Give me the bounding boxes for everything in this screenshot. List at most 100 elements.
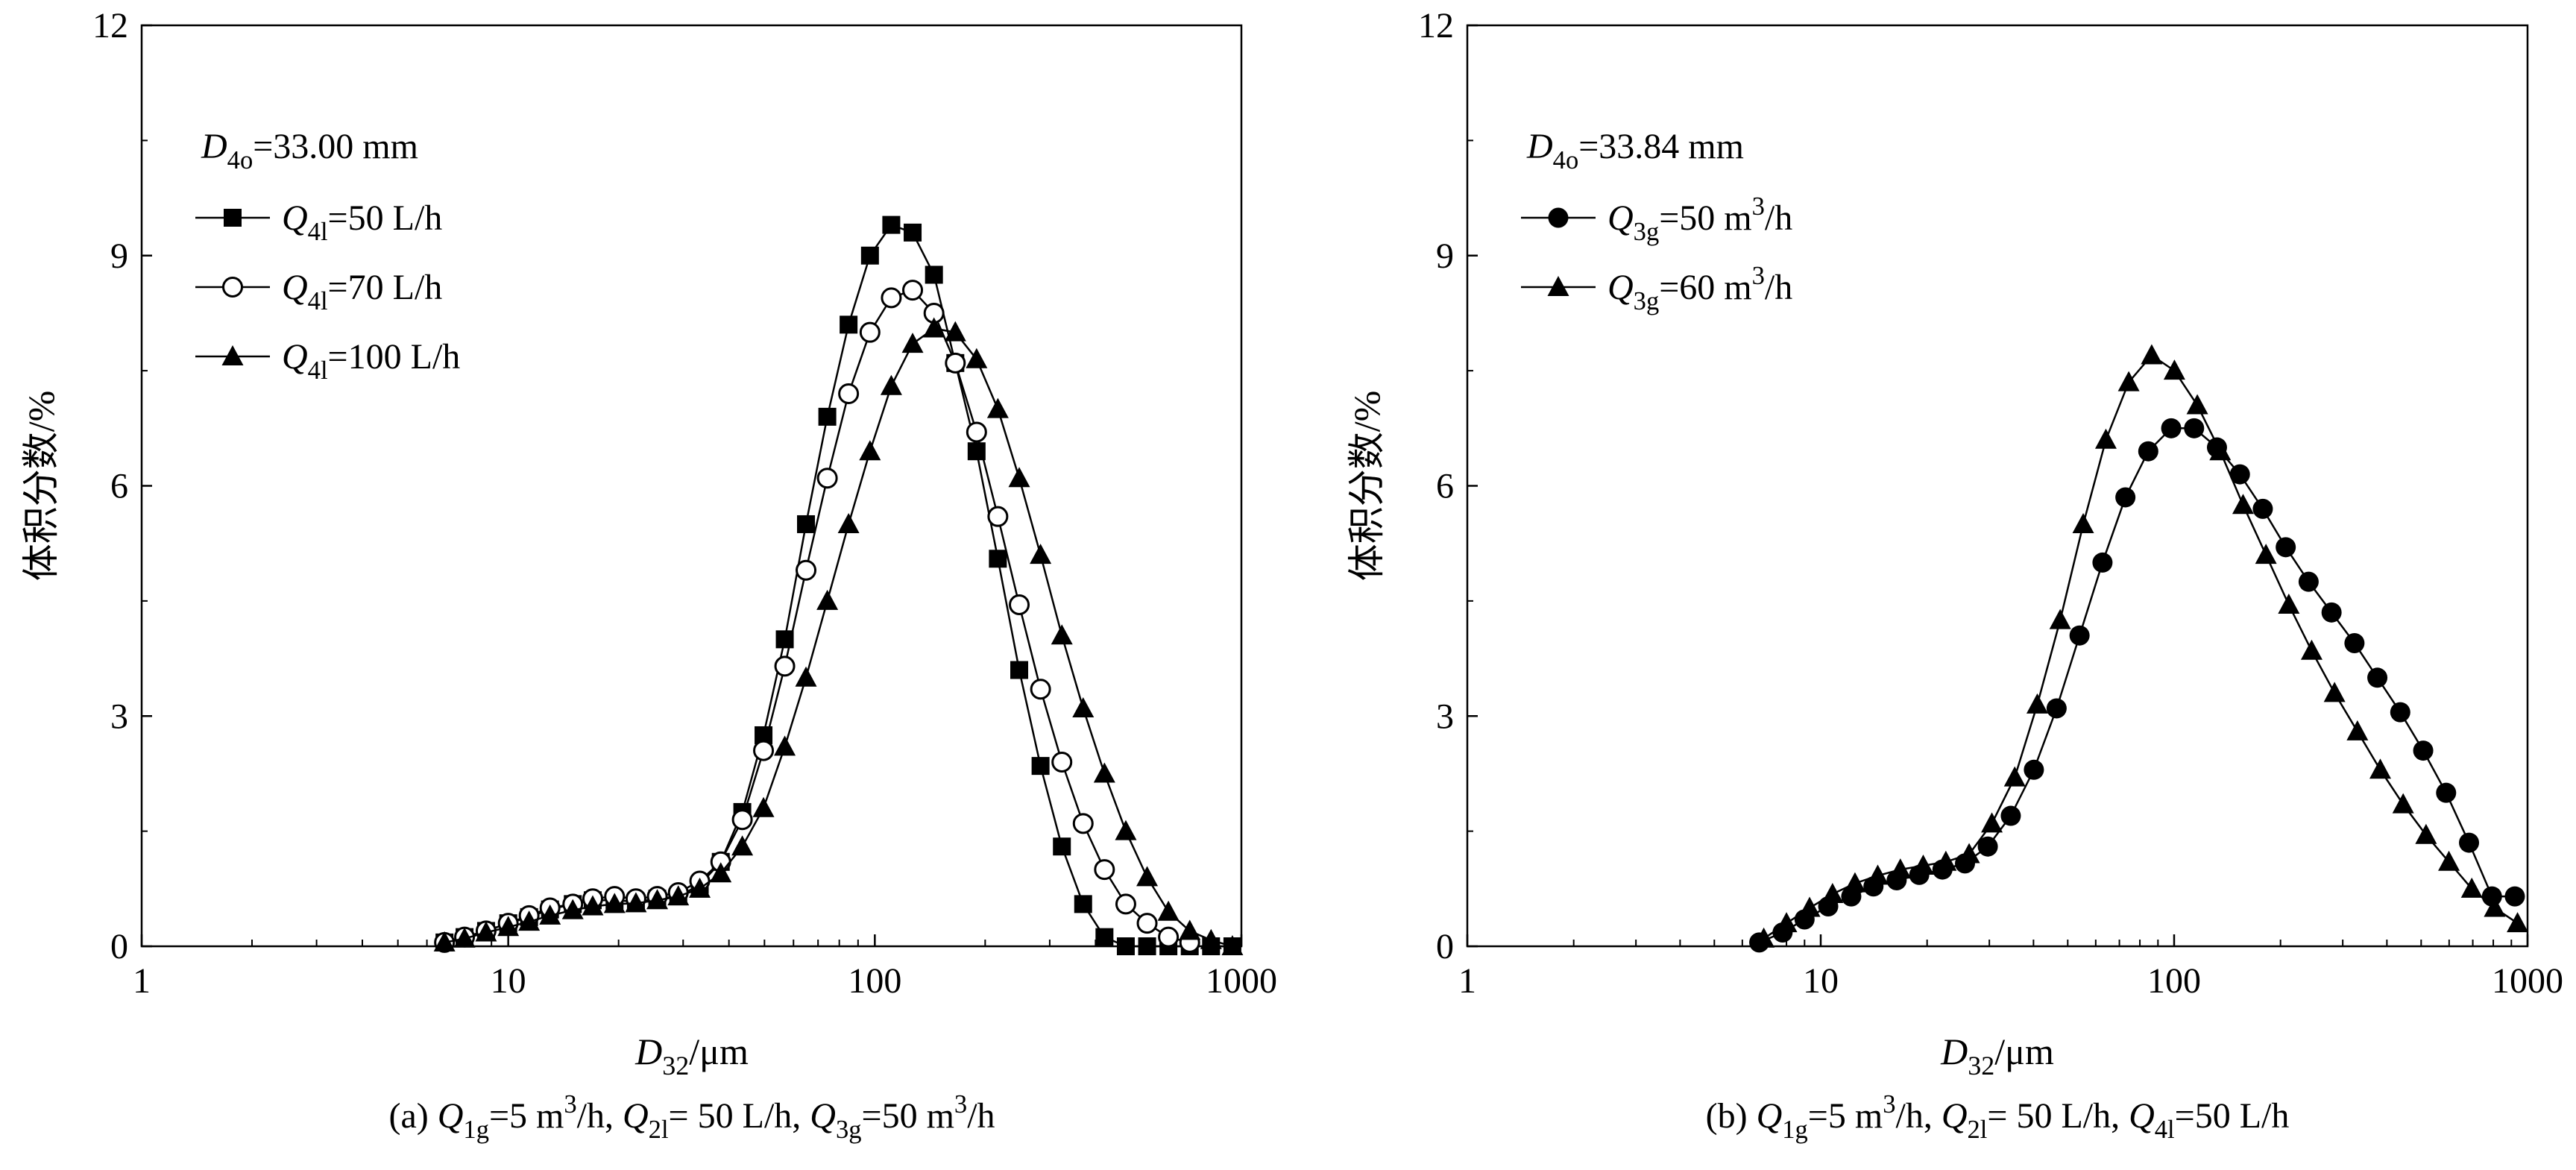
data-point bbox=[1935, 850, 1957, 871]
y-tick-label: 0 bbox=[110, 927, 128, 966]
data-point bbox=[797, 515, 816, 533]
legend-label: Q4l=100 L/h bbox=[282, 337, 460, 385]
y-tick-label: 9 bbox=[1436, 236, 1454, 276]
data-point bbox=[925, 265, 943, 284]
data-point bbox=[752, 796, 775, 817]
data-point bbox=[2094, 428, 2117, 449]
data-point bbox=[1981, 812, 2003, 833]
x-tick-label: 1 bbox=[133, 961, 151, 1001]
data-point bbox=[1157, 900, 1180, 921]
data-point bbox=[1158, 926, 1180, 948]
data-point bbox=[2321, 602, 2342, 623]
legend-marker bbox=[1547, 276, 1569, 296]
y-tick-label: 12 bbox=[92, 6, 128, 45]
data-point bbox=[2255, 544, 2277, 564]
data-point bbox=[2504, 886, 2525, 907]
data-point bbox=[667, 885, 690, 906]
data-point bbox=[2298, 571, 2319, 592]
x-tick-label: 100 bbox=[848, 961, 901, 1001]
data-point bbox=[859, 440, 881, 461]
data-point bbox=[561, 899, 584, 919]
data-point bbox=[2278, 594, 2300, 614]
data-point bbox=[989, 550, 1007, 568]
data-point bbox=[816, 589, 839, 610]
data-point bbox=[880, 374, 902, 395]
data-point bbox=[1030, 679, 1051, 700]
data-point bbox=[1889, 858, 1912, 879]
data-point bbox=[2003, 766, 2026, 787]
data-point bbox=[1051, 752, 1073, 773]
y-tick-label: 6 bbox=[1436, 467, 1454, 506]
data-point bbox=[2392, 793, 2414, 814]
data-point bbox=[1095, 928, 1114, 946]
series-b-1 bbox=[1749, 418, 2525, 953]
y-tick-label: 3 bbox=[1436, 696, 1454, 736]
data-point bbox=[2026, 693, 2048, 714]
data-point bbox=[1866, 864, 1889, 885]
legend-label: Q3g=60 m3/h bbox=[1607, 262, 1792, 315]
data-point bbox=[1053, 837, 1071, 856]
data-point bbox=[2184, 418, 2205, 438]
data-point bbox=[2072, 512, 2094, 533]
data-point bbox=[1072, 813, 1094, 834]
x-tick-label: 100 bbox=[2147, 961, 2201, 1001]
data-point bbox=[840, 315, 858, 334]
data-point bbox=[2069, 625, 2090, 646]
panel-caption: (a) Q1g=5 m3/h, Q2l= 50 L/h, Q3g=50 m3/h bbox=[388, 1090, 995, 1144]
data-point bbox=[518, 910, 541, 931]
data-point bbox=[1179, 919, 1201, 940]
data-point bbox=[1912, 854, 1934, 875]
data-point bbox=[2390, 702, 2410, 723]
legend-label: Q4l=70 L/h bbox=[282, 268, 442, 315]
y-tick-label: 0 bbox=[1436, 927, 1454, 966]
data-point bbox=[2209, 440, 2232, 461]
data-point bbox=[2186, 394, 2208, 415]
series-b-2 bbox=[1753, 344, 2529, 948]
y-tick-label: 9 bbox=[110, 236, 128, 276]
series-a-1 bbox=[435, 216, 1241, 955]
data-point bbox=[838, 383, 860, 404]
data-point bbox=[1200, 928, 1222, 949]
data-point bbox=[1136, 913, 1158, 934]
data-point bbox=[774, 735, 796, 756]
data-point bbox=[882, 216, 901, 234]
data-point bbox=[1010, 661, 1029, 679]
data-point bbox=[646, 889, 669, 910]
data-point bbox=[2276, 537, 2296, 558]
x-tick-label: 10 bbox=[1803, 961, 1839, 1001]
data-point bbox=[1798, 896, 1821, 917]
data-point bbox=[731, 835, 754, 856]
data-point bbox=[710, 862, 732, 883]
panel-b: 0 3 6 9 12 1 10 100 1000 D32/μm 体积分数/% (b) Q1g=5 m3… bbox=[1346, 6, 2563, 1144]
x-axis-label: D32/μm bbox=[634, 1031, 749, 1081]
data-point bbox=[1008, 467, 1030, 488]
series-line bbox=[444, 224, 1232, 948]
data-point bbox=[1115, 820, 1137, 840]
data-point bbox=[1093, 762, 1115, 783]
data-point bbox=[2141, 344, 2163, 365]
data-point bbox=[753, 740, 775, 761]
data-point bbox=[837, 512, 860, 533]
data-point bbox=[1115, 893, 1136, 915]
data-point bbox=[986, 397, 1009, 418]
data-point bbox=[795, 666, 817, 687]
data-point bbox=[2367, 667, 2388, 688]
legend-label: Q4l=50 L/h bbox=[282, 198, 442, 246]
data-point bbox=[860, 246, 879, 265]
data-point bbox=[987, 506, 1009, 527]
data-point bbox=[2369, 758, 2391, 779]
data-point bbox=[2115, 487, 2136, 508]
data-point bbox=[2346, 720, 2369, 740]
data-point bbox=[497, 916, 520, 937]
data-point bbox=[1136, 866, 1159, 887]
data-point bbox=[2049, 608, 2071, 629]
series-line bbox=[1763, 353, 2519, 940]
data-point bbox=[1775, 912, 1798, 933]
data-point bbox=[1051, 624, 1073, 645]
data-point bbox=[859, 321, 881, 343]
data-point bbox=[1753, 927, 1775, 948]
data-point bbox=[2323, 682, 2346, 702]
data-point bbox=[582, 895, 604, 916]
data-point bbox=[433, 931, 456, 952]
